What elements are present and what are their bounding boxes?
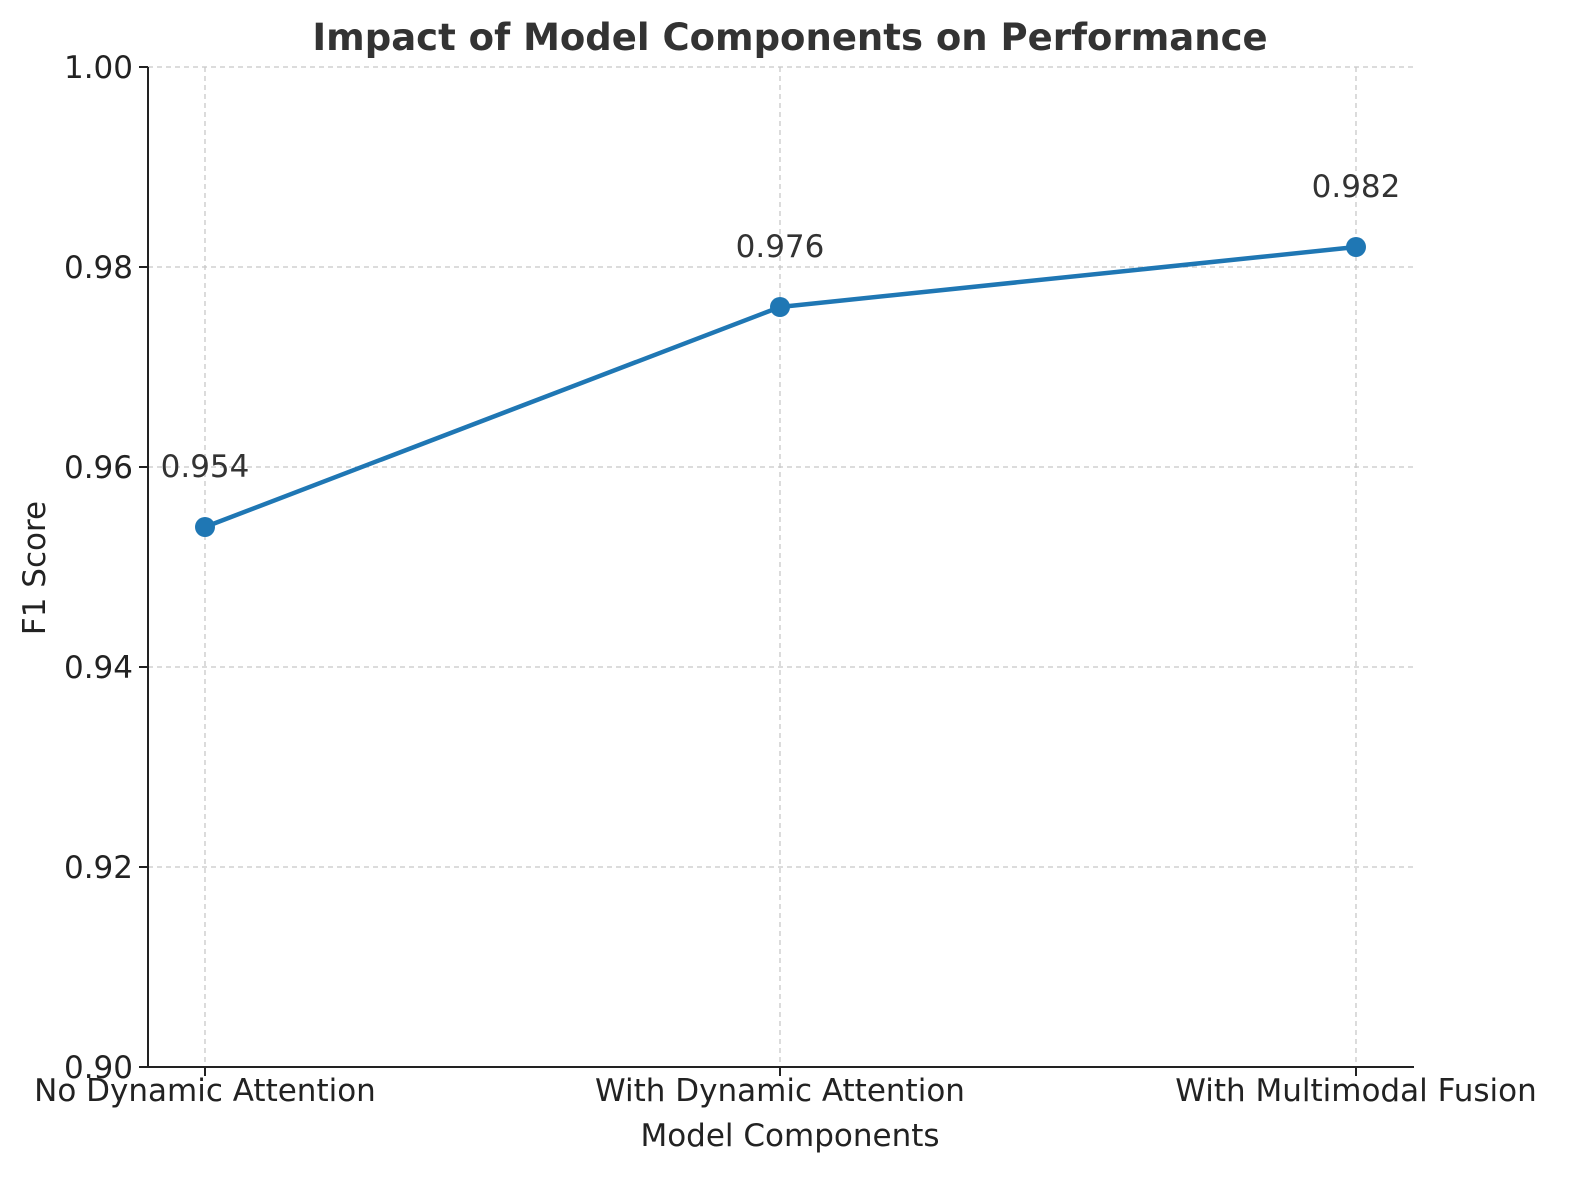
data-label: 0.976	[736, 229, 825, 265]
data-labels: 0.954 0.976 0.982	[161, 169, 1401, 485]
y-tick-label: 0.90	[64, 1050, 133, 1086]
x-axis-label: Model Components	[640, 1118, 939, 1154]
x-tick-label: With Dynamic Attention	[595, 1073, 965, 1109]
axes: 0.90 0.92 0.94 0.96 0.98 1.00 No Dynamic Atten…	[34, 50, 1537, 1109]
grid	[148, 66, 1414, 1068]
y-tick-label: 0.92	[64, 850, 133, 886]
y-tick-label: 0.98	[64, 250, 133, 286]
y-axis-label: F1 Score	[17, 501, 53, 635]
x-tick-label: No Dynamic Attention	[34, 1073, 376, 1109]
y-tick-label: 0.94	[64, 650, 133, 686]
series-line	[195, 237, 1366, 537]
data-point	[770, 297, 790, 317]
data-point	[1346, 237, 1366, 257]
y-tick-label: 0.96	[64, 450, 133, 486]
chart-title: Impact of Model Components on Performanc…	[312, 16, 1267, 59]
y-tick-label: 1.00	[64, 50, 133, 86]
data-point	[195, 517, 215, 537]
x-tick-label: With Multimodal Fusion	[1175, 1073, 1536, 1109]
data-label: 0.982	[1312, 169, 1401, 205]
data-label: 0.954	[161, 449, 250, 485]
